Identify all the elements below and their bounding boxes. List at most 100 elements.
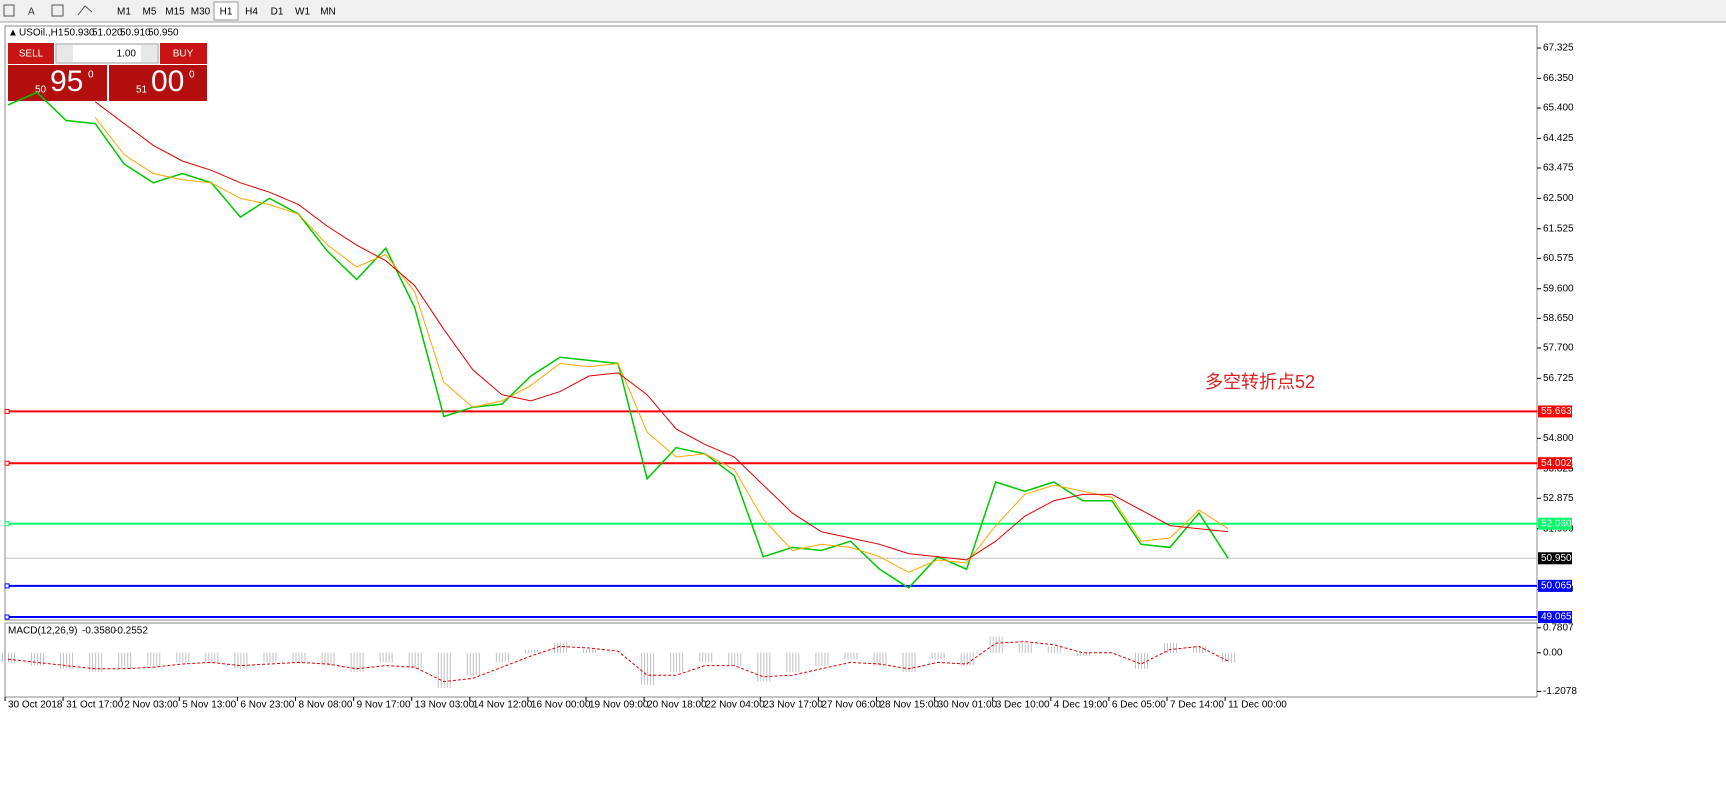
- icon-cursor[interactable]: [3, 4, 15, 17]
- macd-bar: [679, 652, 681, 672]
- x-tick-label: 9 Nov 17:00: [357, 700, 411, 711]
- icon-label[interactable]: [51, 4, 64, 17]
- macd-bar: [391, 652, 393, 663]
- y-tick-label: 64.425: [1543, 133, 1574, 144]
- y-tick-label: 58.650: [1543, 313, 1574, 324]
- timeframe-button[interactable]: M15: [165, 7, 185, 18]
- volume-value[interactable]: 1.00: [117, 49, 137, 60]
- macd-bar: [98, 652, 100, 672]
- volume-down[interactable]: [57, 45, 73, 62]
- timeframe-button[interactable]: M5: [143, 7, 157, 18]
- macd-bar: [562, 643, 564, 653]
- level-label: 50.065: [1541, 581, 1572, 592]
- x-tick-label: 4 Dec 19:00: [1054, 700, 1108, 711]
- timeframe-button[interactable]: D1: [271, 7, 284, 18]
- macd-bar: [821, 652, 823, 666]
- macd-bar: [8, 652, 9, 663]
- macd-bar: [786, 652, 788, 672]
- sell-button[interactable]: [8, 43, 54, 64]
- macd-bar: [789, 652, 791, 672]
- macd-bar: [702, 652, 704, 663]
- macd-bar: [321, 652, 323, 666]
- macd-bar: [379, 652, 381, 663]
- macd-bar: [592, 649, 593, 653]
- macd-bar: [237, 652, 239, 669]
- macd-bar: [40, 652, 42, 666]
- macd-bar: [647, 652, 649, 685]
- macd-bar: [940, 652, 942, 660]
- timeframe-button[interactable]: M30: [191, 7, 211, 18]
- macd-bar: [966, 652, 968, 666]
- macd-bar: [934, 652, 936, 660]
- macd-bar: [34, 652, 36, 666]
- y-tick-label: 56.725: [1543, 373, 1574, 384]
- macd-bar: [1164, 643, 1165, 653]
- sell-label[interactable]: SELL: [19, 49, 44, 60]
- macd-bar: [1082, 652, 1084, 656]
- macd-bar: [101, 652, 103, 672]
- macd-bar: [5, 652, 6, 663]
- volume-box[interactable]: [55, 43, 159, 64]
- macd-bar: [217, 652, 219, 663]
- macd-bar: [1173, 643, 1174, 653]
- x-tick-label: 13 Nov 03:00: [415, 700, 475, 711]
- macd-bar: [1018, 643, 1020, 653]
- buy-label[interactable]: BUY: [173, 49, 194, 60]
- macd-bar: [269, 652, 271, 663]
- macd-bar: [969, 652, 971, 666]
- icon-shapes[interactable]: [77, 5, 93, 16]
- macd-bar: [272, 652, 274, 663]
- volume-up[interactable]: [141, 45, 157, 62]
- macd-bar: [1114, 652, 1116, 654]
- macd-bar: [583, 649, 584, 653]
- macd-title: MACD(12,26,9): [8, 626, 77, 637]
- x-tick-label: 30 Oct 2018: [8, 700, 63, 711]
- icon-text[interactable]: A: [28, 7, 35, 18]
- y-tick-label: 60.575: [1543, 253, 1574, 264]
- timeframe-button[interactable]: W1: [295, 7, 310, 18]
- x-tick-label: 2 Nov 03:00: [124, 700, 178, 711]
- x-tick-label: 28 Nov 15:00: [880, 700, 940, 711]
- macd-bar: [1176, 643, 1177, 653]
- macd-bar: [188, 652, 190, 663]
- timeframe-button[interactable]: M1: [117, 7, 131, 18]
- level-label: 54.002: [1541, 458, 1572, 469]
- macd-bar: [1021, 643, 1023, 653]
- macd-bar: [1222, 652, 1224, 663]
- macd-bar: [179, 652, 181, 663]
- macd-bar: [1047, 646, 1049, 653]
- macd-bar: [469, 652, 471, 676]
- macd-bar: [624, 652, 626, 654]
- level-label-box: [1538, 457, 1572, 470]
- macd-bar: [437, 652, 439, 688]
- y-tick-label: 54.800: [1543, 433, 1574, 444]
- macd-bar: [1134, 652, 1136, 669]
- macd-bar: [11, 652, 12, 663]
- macd-bar: [931, 652, 933, 660]
- macd-bar: [507, 652, 509, 663]
- macd-bar: [530, 649, 532, 653]
- buy-price-sup: 0: [189, 70, 195, 81]
- timeframe-button[interactable]: MN: [320, 7, 336, 18]
- macd-bar: [612, 652, 614, 654]
- sell-price-box[interactable]: [8, 65, 107, 101]
- macd-bar: [130, 652, 132, 669]
- macd-bar: [615, 652, 617, 654]
- macd-bar: [565, 643, 567, 653]
- macd-bar: [527, 649, 529, 653]
- y-tick-label: 66.350: [1543, 73, 1574, 84]
- macd-bar: [449, 652, 451, 688]
- timeframe-button[interactable]: H1: [220, 7, 233, 18]
- macd-bar: [873, 652, 875, 666]
- macd-bar: [156, 652, 158, 666]
- macd-bar: [1053, 646, 1055, 653]
- macd-bar: [147, 652, 149, 666]
- x-tick-label: 6 Nov 23:00: [240, 700, 294, 711]
- macd-bar: [295, 652, 297, 663]
- buy-price-box[interactable]: [109, 65, 207, 101]
- level-handle: [4, 614, 10, 620]
- buy-button[interactable]: [160, 43, 207, 64]
- macd-bar: [1056, 646, 1058, 653]
- timeframe-button[interactable]: H4: [245, 7, 258, 18]
